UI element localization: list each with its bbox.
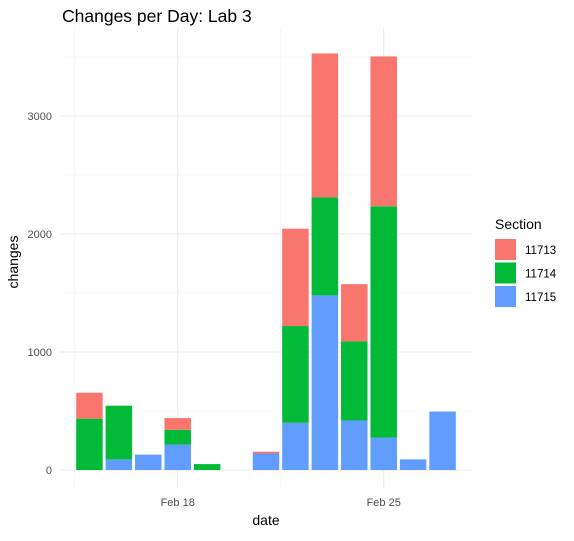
bar-segment-11715 <box>135 454 162 470</box>
bar-segment-11715 <box>429 411 456 470</box>
bar-segment-11714 <box>311 197 339 296</box>
y-tick-label: 2000 <box>28 229 52 241</box>
bar-segment-11713 <box>341 284 368 342</box>
bar-segment-11713 <box>76 392 103 419</box>
legend-swatch-11714 <box>495 262 516 284</box>
y-tick-label: 0 <box>46 465 52 477</box>
bar-segment-11715 <box>252 453 280 470</box>
legend-label-11714: 11714 <box>525 269 557 281</box>
legend-title: Section <box>495 216 542 232</box>
legend-label-11715: 11715 <box>525 292 556 304</box>
bar-segment-11714 <box>370 206 397 438</box>
bar-segment-11715 <box>282 422 309 470</box>
bar-segment-11713 <box>311 53 339 198</box>
bar-segment-11715 <box>164 444 191 470</box>
bar-segment-11714 <box>76 418 103 470</box>
y-tick-label: 3000 <box>28 111 52 123</box>
x-axis-title: date <box>252 512 279 528</box>
axes: 0 1000 2000 3000 Feb 18 Feb 25 <box>28 111 401 509</box>
bar-segment-11714 <box>164 429 191 445</box>
bar-segment-11715 <box>311 295 339 470</box>
chart-title: Changes per Day: Lab 3 <box>62 6 252 26</box>
bar-segment-11713 <box>164 418 191 430</box>
bar-segment-11713 <box>370 56 397 207</box>
legend-swatch-11713 <box>495 239 516 260</box>
bar-segment-11714 <box>193 464 221 470</box>
y-tick-label: 1000 <box>28 347 52 359</box>
y-axis-title: changes <box>5 236 21 289</box>
bar-segment-11714 <box>105 405 133 460</box>
bar-segment-11715 <box>341 420 368 470</box>
bar-segment-11713 <box>282 228 309 327</box>
legend-items: 11713 11714 11715 <box>495 239 557 307</box>
bar-segment-11715 <box>105 459 133 470</box>
x-tick-label: Feb 18 <box>161 497 195 509</box>
x-tick-label: Feb 25 <box>367 497 401 509</box>
bar-segment-11714 <box>282 326 309 423</box>
bar-segment-11715 <box>399 459 427 470</box>
bar-segment-11713 <box>252 451 280 454</box>
bars <box>76 53 456 470</box>
legend-label-11713: 11713 <box>525 245 556 257</box>
legend: Section 11713 11714 11715 <box>495 216 557 307</box>
bar-segment-11715 <box>370 437 397 470</box>
bar-segment-11714 <box>341 341 368 421</box>
legend-swatch-11715 <box>495 286 516 307</box>
